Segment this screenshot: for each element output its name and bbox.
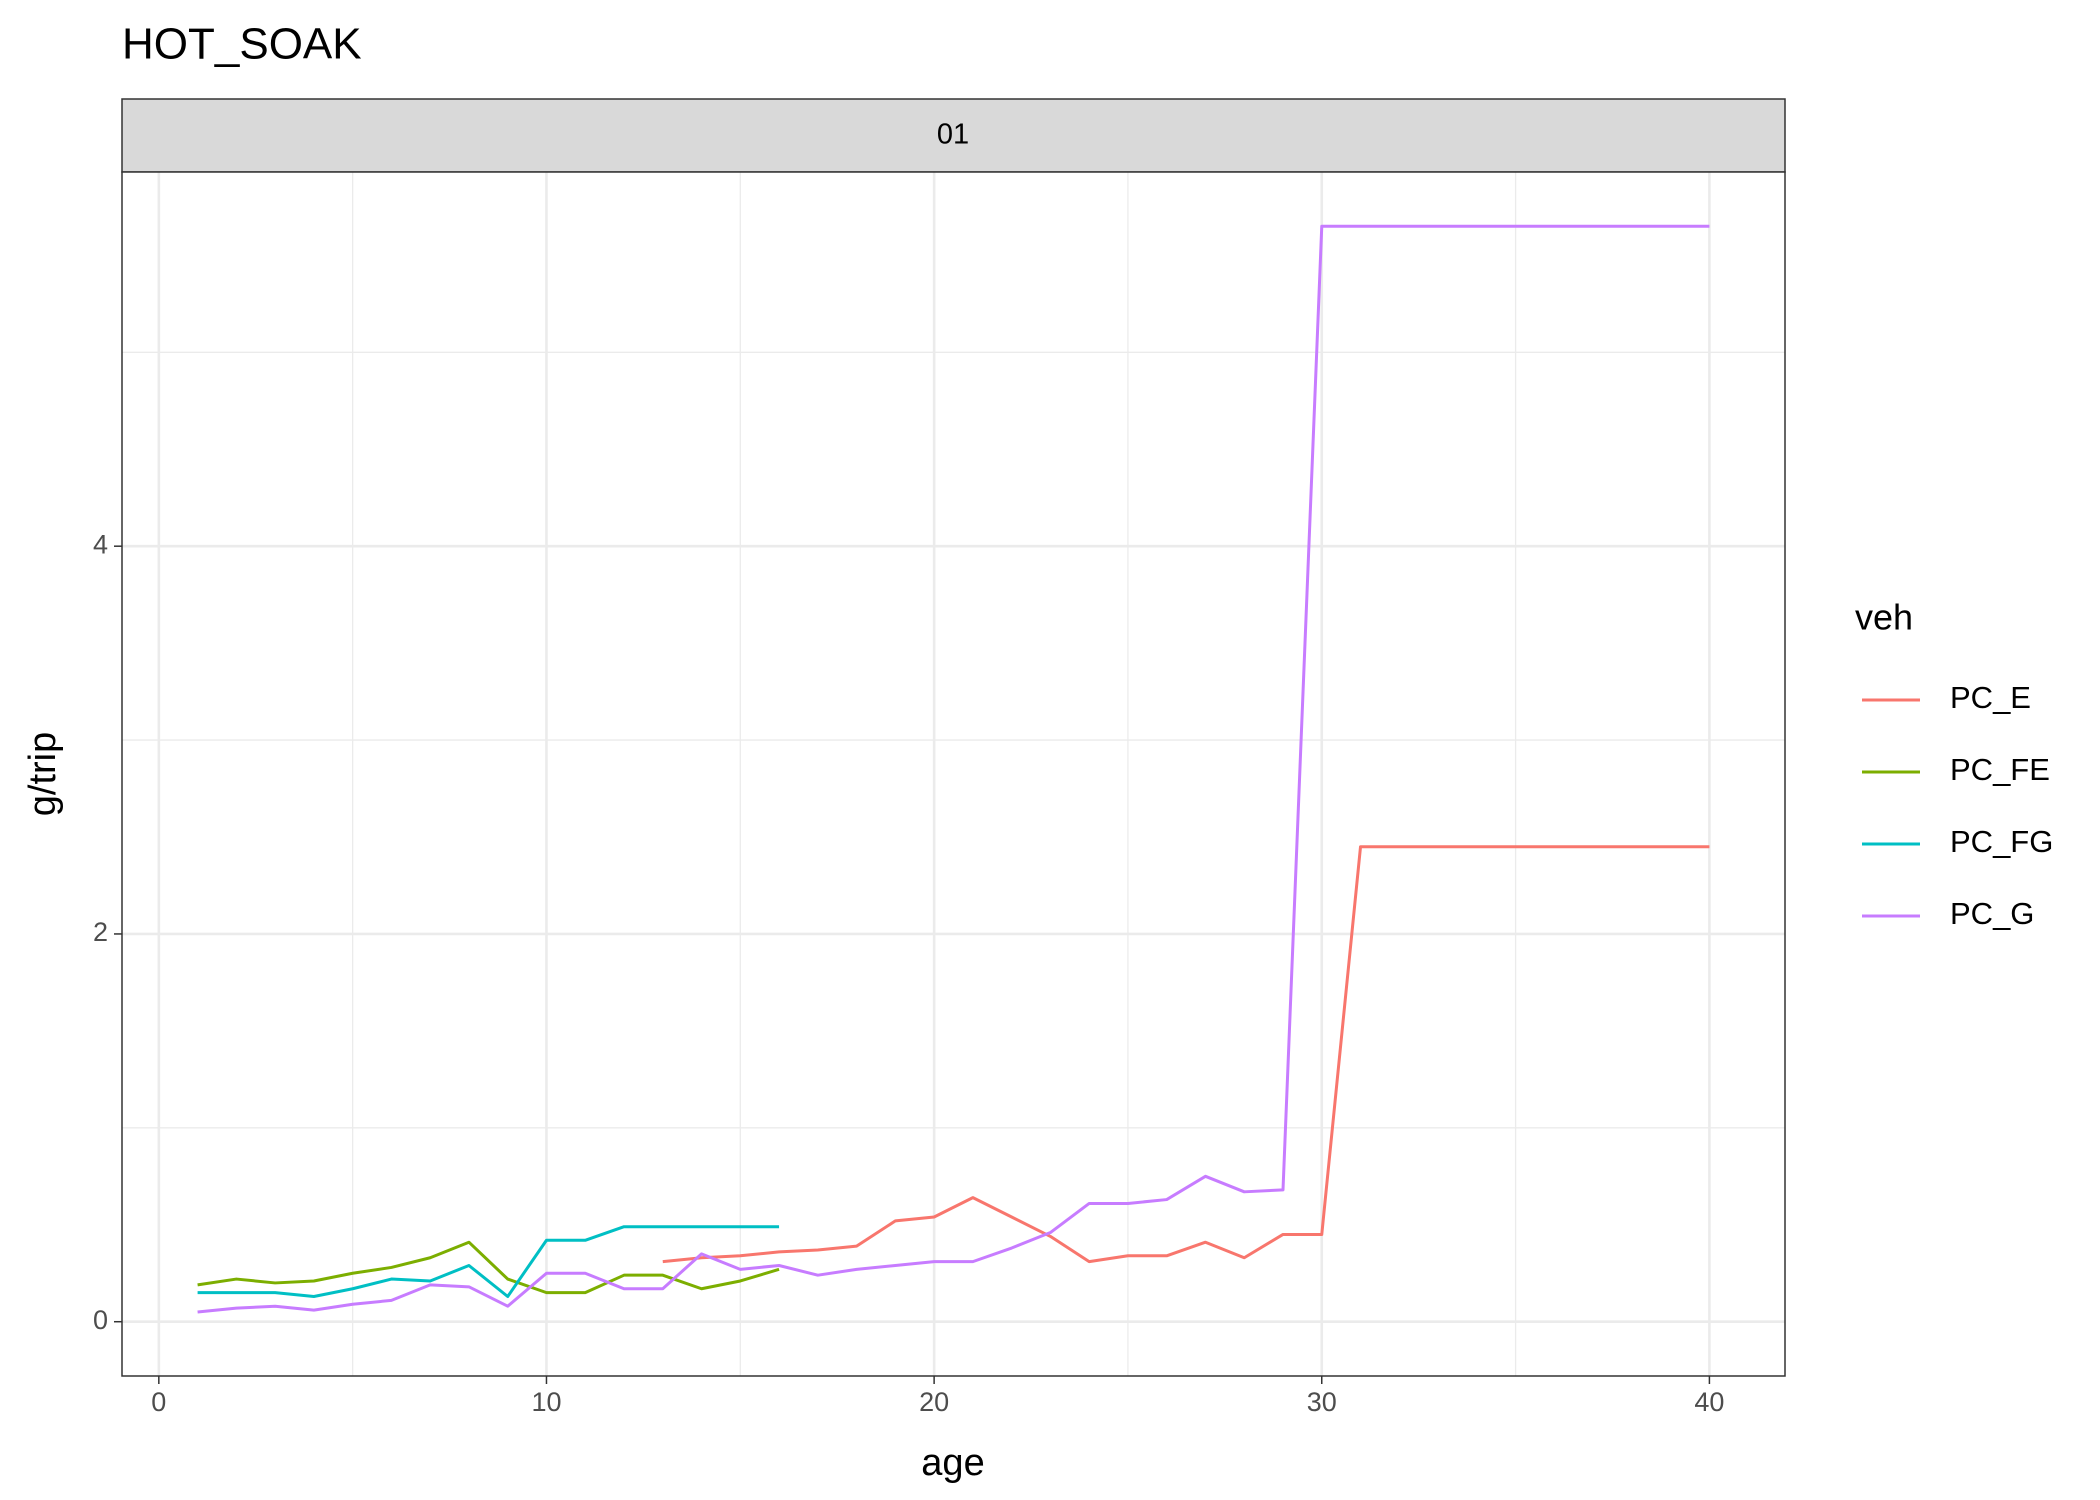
y-axis-title: g/trip: [22, 732, 64, 816]
x-tick-label: 0: [151, 1387, 166, 1417]
legend-label: PC_E: [1950, 680, 2031, 715]
series-line: [197, 1225, 780, 1299]
legend-label: PC_FG: [1950, 824, 2053, 859]
series-line: [197, 224, 1710, 1314]
x-tick-label: 30: [1307, 1387, 1337, 1417]
series-line: [662, 845, 1710, 1264]
panel-border: [121, 171, 1786, 1377]
facet-label: 01: [937, 119, 969, 151]
x-tick-label: 40: [1694, 1387, 1724, 1417]
x-tick-label: 10: [531, 1387, 561, 1417]
y-tick-label: 4: [93, 529, 108, 559]
series-line: [197, 1240, 780, 1295]
y-tick-label: 2: [93, 917, 108, 947]
chart-title: HOT_SOAK: [122, 20, 362, 69]
facet-strip: [121, 98, 1786, 173]
legend-title: veh: [1855, 597, 1913, 638]
legend-label: PC_FE: [1950, 752, 2050, 787]
legend-label: PC_G: [1950, 896, 2034, 931]
panel-background: [122, 172, 1785, 1376]
y-tick-label: 0: [93, 1305, 108, 1335]
x-axis-title: age: [921, 1442, 984, 1484]
x-tick-label: 20: [919, 1387, 949, 1417]
